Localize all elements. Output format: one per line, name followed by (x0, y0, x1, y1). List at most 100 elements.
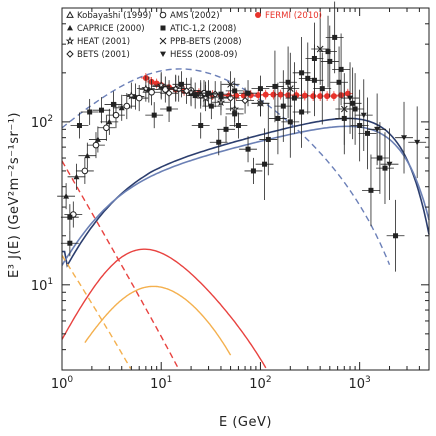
model-curve-dashed (61, 255, 132, 369)
atic-point (272, 83, 278, 89)
plot-frame (61, 7, 430, 371)
atic-point (325, 49, 331, 55)
x-tick-label: 103 (349, 375, 371, 392)
legend-label: BETS (2001) (77, 50, 130, 60)
atic-point (218, 91, 224, 97)
atic-point (365, 130, 371, 136)
fermi-point (344, 90, 351, 97)
ams-point (112, 111, 120, 119)
fermi-point (330, 93, 337, 100)
caprice-point (118, 104, 125, 111)
atic-point (232, 111, 238, 117)
atic-point (232, 88, 238, 94)
caprice-point (63, 193, 70, 199)
atic-point (216, 139, 222, 145)
atic-point (208, 103, 214, 109)
ppb-bets-point (316, 45, 324, 53)
cross-stroke (159, 37, 167, 45)
legend-item: CAPRICE (2000) (67, 24, 145, 34)
legend-label: PPB-BETS (2008) (170, 37, 242, 47)
atic-point (192, 93, 198, 99)
fermi-point (277, 91, 284, 98)
atic-point (67, 214, 73, 220)
atic-point (98, 107, 104, 113)
heat-point (65, 36, 75, 45)
legend-item: HESS (2008-09) (160, 50, 237, 60)
atic-point (67, 240, 73, 246)
legend-item: BETS (2001) (66, 50, 130, 60)
caprice-point (84, 152, 91, 159)
caprice-point (67, 25, 73, 31)
caprice-point (106, 118, 113, 125)
atic-point (299, 109, 305, 115)
hess-point (374, 126, 381, 133)
atic-point (332, 34, 338, 40)
x-tick-label: 100 (51, 375, 74, 392)
ppb-bets-point (257, 99, 264, 107)
atic-point (287, 119, 293, 125)
hess-point (347, 95, 354, 102)
atic-point (250, 168, 256, 174)
ams-point (81, 167, 89, 175)
y-tick-label: 102 (31, 114, 53, 131)
legend-label: CAPRICE (2000) (77, 24, 145, 34)
data-points (57, 1, 427, 272)
model-curve-dashed (61, 68, 391, 265)
atic-point (110, 101, 116, 107)
atic-point (350, 100, 356, 106)
bets-point (66, 50, 74, 58)
legend-label: FERMI (2010) (265, 11, 322, 21)
fermi-point (262, 91, 269, 98)
legend-item: FERMI (2010) (255, 11, 322, 21)
atic-point (198, 123, 204, 129)
cross-stroke (227, 80, 234, 88)
fermi-point (255, 12, 261, 18)
legend-label: AMS (2002) (170, 11, 220, 21)
atic-point (352, 106, 358, 112)
ams-point (123, 102, 131, 110)
ppb-bets-point (159, 37, 167, 45)
hess-point (401, 135, 408, 141)
fermi-point (255, 92, 262, 99)
atic-point (245, 146, 251, 152)
atic-point (327, 58, 333, 64)
atic-point (299, 70, 305, 76)
ppb-bets-point (197, 89, 205, 97)
legend-item: AMS (2002) (159, 11, 220, 21)
legend-item: ATIC-1,2 (2008) (160, 24, 236, 34)
legend-label: ATIC-1,2 (2008) (170, 24, 236, 34)
atic-point (178, 81, 184, 87)
atic-point (382, 165, 388, 171)
axes: 100 101 102 103 101 102 (31, 7, 430, 392)
fermi-point (301, 92, 308, 99)
model-curve-solid (61, 248, 267, 369)
ams-point (148, 88, 155, 96)
ppb-bets-point (227, 80, 234, 88)
atic-point (87, 109, 93, 115)
heat-point (201, 93, 210, 102)
cross-stroke (257, 99, 264, 107)
atic-point (291, 95, 297, 101)
bets-point (226, 94, 235, 102)
kobayashi-point (66, 10, 74, 18)
legend-item: HEAT (2001) (65, 36, 130, 47)
legend-label: HESS (2008-09) (170, 50, 237, 60)
caprice-point (73, 173, 80, 180)
legend-label: Kobayashi (1999) (77, 11, 151, 21)
bets-point (241, 96, 249, 105)
atic-point (338, 66, 344, 72)
atic-point (160, 25, 166, 31)
atic-point (257, 86, 263, 92)
ams-point (135, 94, 143, 102)
ams-point (92, 141, 100, 149)
atic-point (311, 77, 317, 83)
model-curve-solid (62, 117, 430, 268)
atic-point (265, 136, 271, 142)
heat-point (171, 83, 181, 93)
heat-point (141, 83, 151, 93)
heat-point (126, 90, 136, 100)
atic-point (245, 90, 251, 96)
atic-point (235, 123, 241, 129)
hess-point (414, 139, 421, 146)
